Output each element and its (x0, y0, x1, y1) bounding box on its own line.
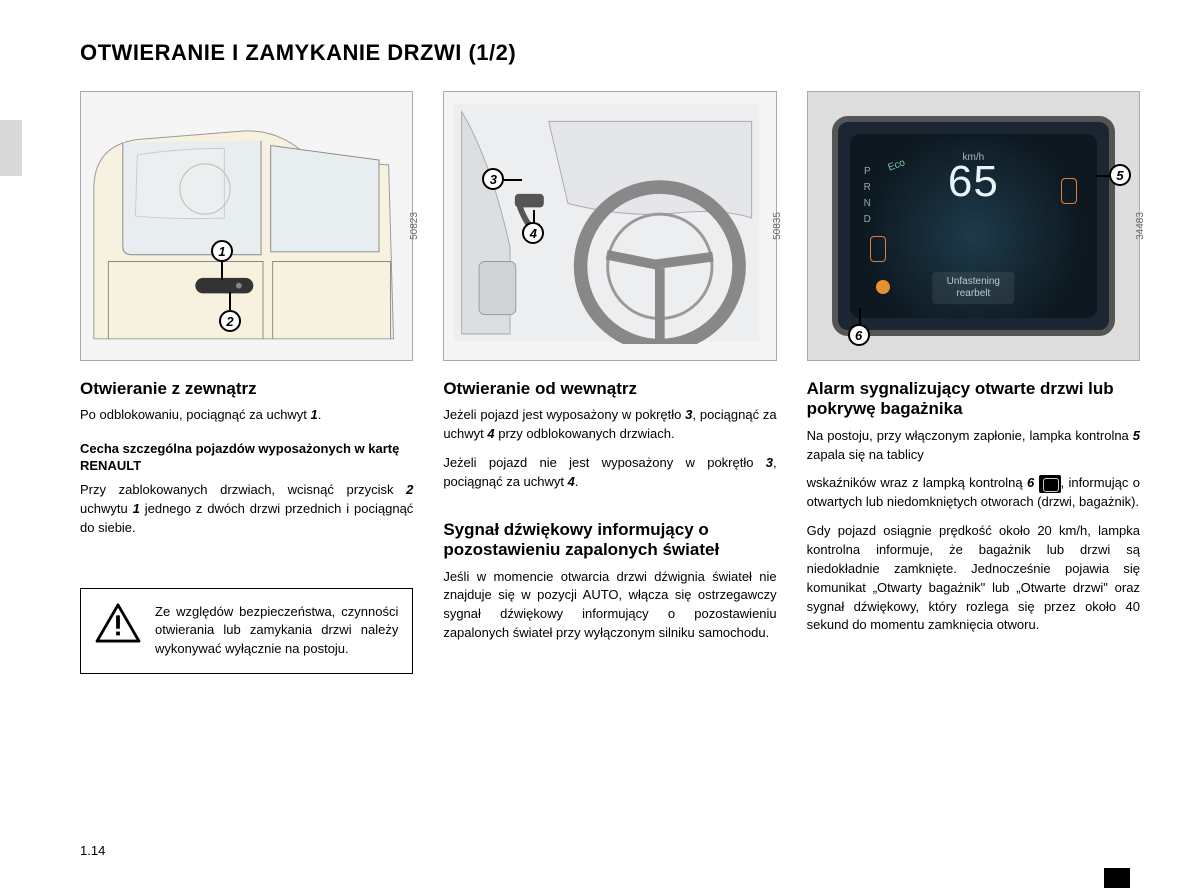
paragraph: Jeśli w momencie otwarcia drzwi dźwignia… (443, 568, 776, 643)
door-open-icon-left (870, 236, 886, 262)
warning-text: Ze względów bezpieczeństwa, czynności ot… (155, 603, 398, 660)
figure-exterior-door: 50823 1 2 (80, 91, 413, 361)
page-number: 1.14 (80, 843, 105, 858)
door-open-inline-icon (1039, 475, 1061, 493)
figure-interior-door: 50835 3 4 (443, 91, 776, 361)
heading-interior: Otwieranie od wewnątrz (443, 379, 776, 399)
paragraph: Po odblokowaniu, pociągnąć za uchwyt 1. (80, 406, 413, 425)
callout-1: 1 (211, 240, 233, 262)
exterior-door-illustration (89, 102, 398, 344)
leader-line (1095, 175, 1109, 177)
footer-mark (1104, 868, 1130, 888)
paragraph: Jeżeli pojazd jest wyposażony w pokrętło… (443, 406, 776, 444)
door-open-icon-right (1061, 178, 1077, 204)
figure-dashboard: 34483 P R N D Eco km/h 65 Unfastening re… (807, 91, 1140, 361)
callout-5: 5 (1109, 164, 1131, 186)
paragraph: Gdy pojazd osiągnie prędkość około 20 km… (807, 522, 1140, 635)
leader-line (504, 179, 522, 181)
warning-box: Ze względów bezpieczeństwa, czynności ot… (80, 588, 413, 675)
heading-alarm: Alarm sygnalizujący otwarte drzwi lub po… (807, 379, 1140, 420)
paragraph: Przy zablokowanych drzwiach, wcisnąć prz… (80, 481, 413, 538)
section-tab (0, 120, 22, 176)
page-title: OTWIERANIE I ZAMYKANIE DRZWI (1/2) (80, 40, 1140, 66)
dashboard-display: P R N D Eco km/h 65 Unfastening rearbelt (850, 134, 1097, 318)
dashboard-message: Unfastening rearbelt (933, 272, 1014, 304)
heading-lights-signal: Sygnał dźwiękowy informujący o pozostawi… (443, 520, 776, 561)
leader-line (221, 262, 223, 280)
warning-icon (95, 603, 141, 643)
image-ref: 50835 (772, 212, 783, 240)
warning-lamp-icon (876, 280, 890, 294)
subheading-renault-card: Cecha szczególna pojazdów wyposażonych w… (80, 441, 413, 475)
image-ref: 50823 (408, 212, 419, 240)
callout-6: 6 (848, 324, 870, 346)
heading-exterior: Otwieranie z zewnątrz (80, 379, 413, 399)
paragraph: Na postoju, przy włączonym zapłonie, lam… (807, 427, 1140, 465)
paragraph: wskaźników wraz z lampką kontrolną 6 , i… (807, 474, 1140, 512)
columns: 50823 1 2 Otwieranie z zewnątrz (80, 91, 1140, 674)
leader-line (859, 308, 861, 324)
column-2: 50835 3 4 Otwieranie od (443, 91, 776, 674)
leader-line (229, 292, 231, 310)
dashboard-screen: P R N D Eco km/h 65 Unfastening rearbelt (832, 116, 1115, 336)
gear-indicator: P R N D (864, 164, 871, 228)
callout-2: 2 (219, 310, 241, 332)
leader-line (533, 210, 535, 224)
page: OTWIERANIE I ZAMYKANIE DRZWI (1/2) 50823… (0, 0, 1200, 704)
paragraph: Jeżeli pojazd nie jest wyposażony w pokr… (443, 454, 776, 492)
column-1: 50823 1 2 Otwieranie z zewnątrz (80, 91, 413, 674)
interior-illustration (452, 102, 761, 344)
image-ref: 34483 (1135, 212, 1146, 240)
column-3: 34483 P R N D Eco km/h 65 Unfastening re… (807, 91, 1140, 674)
